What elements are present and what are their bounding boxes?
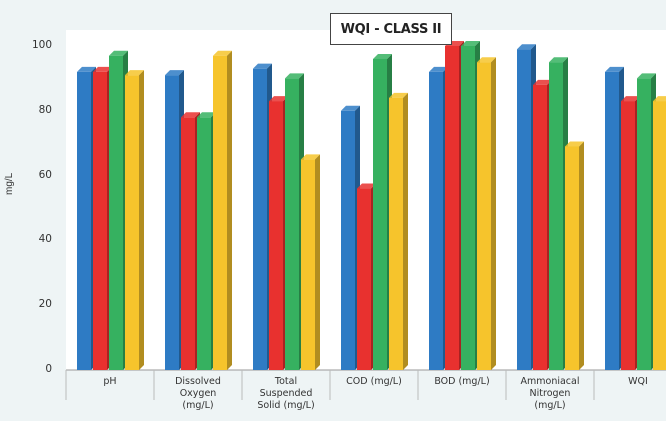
x-tick-label-line: (mg/L) [534,400,566,411]
x-tick-label-line: Suspended [259,388,313,399]
chart-title: WQI - CLASS II [330,13,452,45]
bar-top [109,50,128,56]
bar-top [549,57,568,63]
bar-top [197,112,216,118]
bar [461,46,475,370]
bar-top [477,57,496,63]
bar [77,71,91,371]
bar [165,75,179,370]
bar-top [341,105,360,111]
bar-top [269,96,288,102]
x-tick-label-line: Nitrogen [529,388,571,399]
bar [253,68,267,371]
bar-side [139,70,144,370]
x-tick-label: WQI [594,376,666,388]
bar-side [403,92,408,370]
bar-side [227,50,232,370]
x-tick-label: BOD (mg/L) [418,376,506,388]
bar [373,58,387,371]
x-tick-label-line: Ammoniacal [520,376,580,387]
bar [341,110,355,371]
bar-top [605,66,624,72]
x-tick-label-line: BOD (mg/L) [434,376,490,387]
bar-top [165,70,184,76]
bar [565,146,579,370]
bar-top [621,96,640,102]
bar-top [77,66,96,72]
bar [429,71,443,371]
bar-side [579,141,584,370]
bar-top [93,66,112,72]
x-tick-label: COD (mg/L) [330,376,418,388]
bar-top [533,79,552,85]
bar-top [461,41,480,46]
bar-top [637,73,656,79]
bar-side [491,57,496,370]
x-tick-label-line: Solid (mg/L) [257,400,315,411]
x-tick-label: Ammoniacal Nitrogen (mg/L) [506,376,594,412]
x-tick-label-line: WQI [628,376,648,387]
y-tick-label: 40 [38,233,52,246]
bar [517,49,531,371]
x-tick-label-line: Oxygen [179,388,217,399]
bar [109,55,123,370]
bar-top [389,92,408,98]
y-tick-label: 0 [45,363,52,375]
bar-top [429,66,448,72]
bar-top [285,73,304,79]
bar [477,62,491,370]
bar [181,117,195,370]
bar [653,101,666,370]
bar-top [181,112,200,118]
bar-top [373,53,392,59]
bar [445,46,459,370]
bar [533,84,547,370]
bar [197,117,211,370]
x-tick-label-line: pH [103,376,117,387]
x-tick-label: pH [66,376,154,388]
y-tick-label: 80 [38,103,52,116]
bar-side [315,154,320,370]
bar-top [517,44,536,50]
bar [301,159,315,370]
bar-top [301,154,320,160]
bar [125,75,139,370]
bar-top [253,63,272,69]
bar-top [653,96,666,102]
x-tick-label-line: Total [274,376,298,387]
x-tick-label-line: Dissolved [175,376,221,387]
bar [605,71,619,371]
bar [357,188,371,370]
bar [637,78,651,371]
bar [389,97,403,370]
y-tick-label: 20 [38,298,52,311]
x-tick-label: Dissolved Oxygen (mg/L) [154,376,242,412]
bar-top [213,50,232,56]
bar [621,101,635,370]
bar-top [565,141,584,147]
bar-top [357,183,376,189]
x-tick-label-line: COD (mg/L) [346,376,402,387]
y-tick-label: 100 [31,39,52,51]
y-tick-label: 60 [38,168,52,181]
x-tick-label-line: (mg/L) [182,400,214,411]
bar [285,78,299,371]
x-tick-label: Total Suspended Solid (mg/L) [242,376,330,412]
bar [213,55,227,370]
y-axis-label: mg/L [4,172,15,195]
bar [549,62,563,370]
bar [269,101,283,370]
bar-top [125,70,144,76]
bar [93,71,107,371]
